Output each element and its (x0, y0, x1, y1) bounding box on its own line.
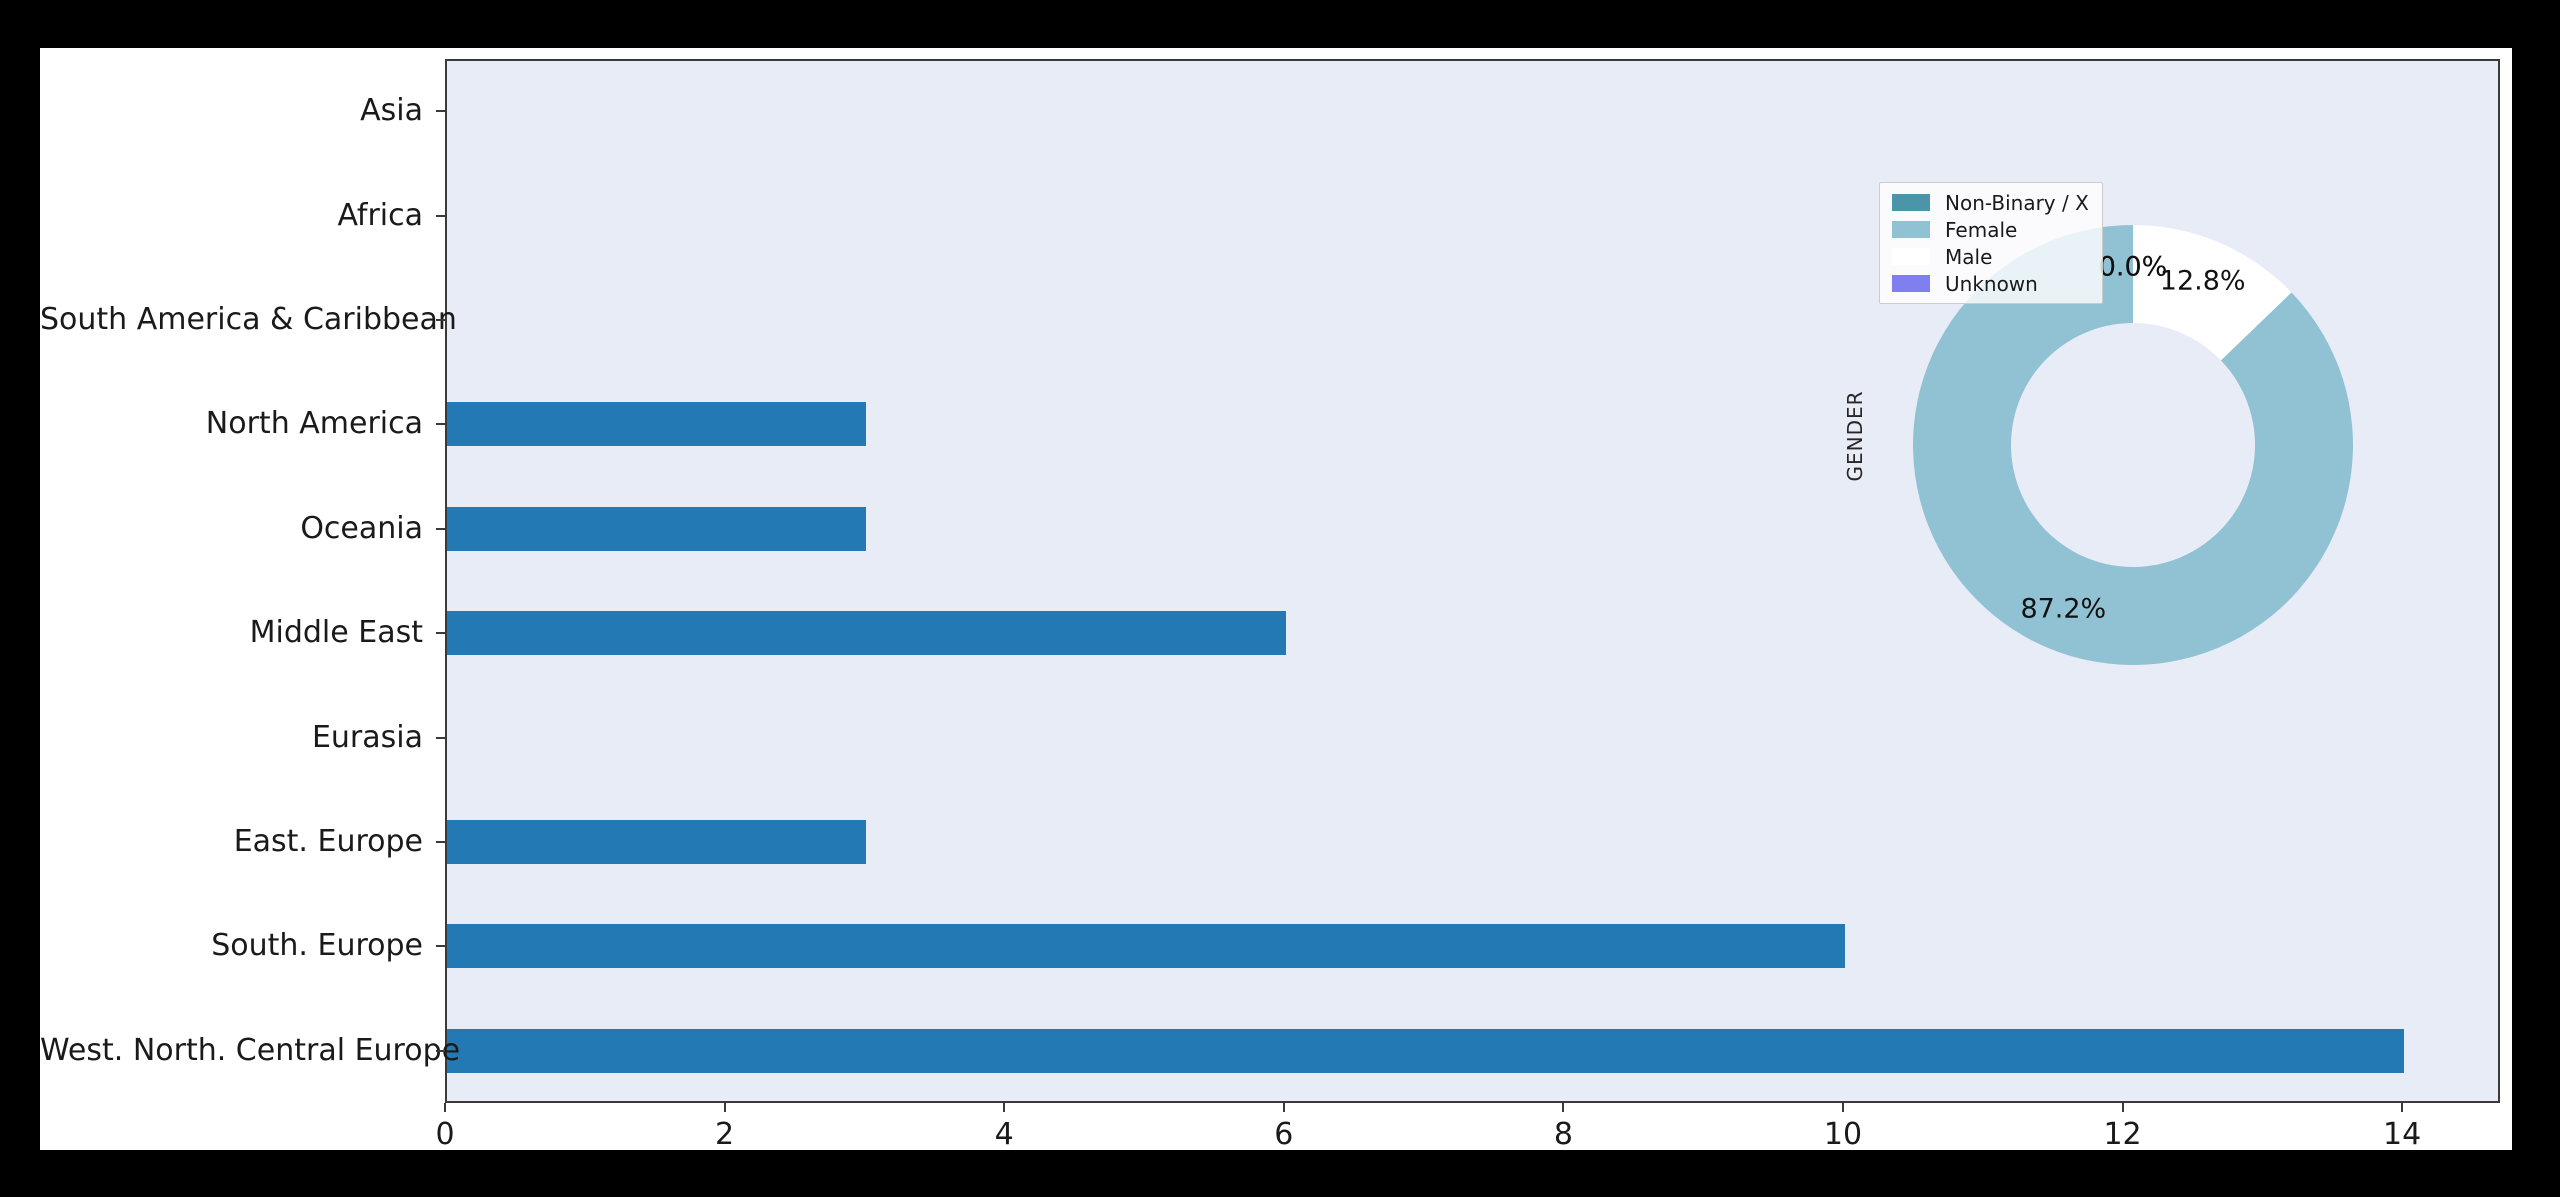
legend-label-non-binary-x: Non-Binary / X (1945, 190, 2089, 215)
x-tick-label-4: 4 (994, 1117, 1014, 1152)
legend-item-female: Female (1892, 217, 2090, 242)
y-tick-label-oceania: Oceania (300, 510, 423, 546)
legend-label-unknown: Unknown (1945, 271, 2038, 296)
bar-north-america (447, 402, 867, 447)
x-tick-label-10: 10 (1823, 1117, 1863, 1152)
y-tick-label-east-europe: East. Europe (233, 824, 423, 859)
legend-item-male: Male (1892, 244, 2090, 269)
y-tick-mark (436, 214, 445, 217)
legend-swatch-non-binary-x (1892, 194, 1930, 211)
x-tick-mark (2121, 1103, 2124, 1112)
x-tick-label-2: 2 (715, 1117, 735, 1152)
x-tick-mark (1282, 1103, 1285, 1112)
x-tick-label-12: 12 (2103, 1117, 2142, 1152)
y-tick-label-africa: Africa (337, 197, 423, 233)
legend-label-male: Male (1945, 244, 1993, 269)
x-tick-label-8: 8 (1553, 1117, 1573, 1152)
y-tick-mark (436, 632, 445, 635)
y-tick-mark (436, 945, 445, 948)
x-tick-mark (1841, 1103, 1844, 1112)
x-tick-mark (1562, 1103, 1565, 1112)
y-tick-mark (436, 1049, 445, 1052)
y-tick-mark (436, 319, 445, 321)
legend-swatch-male (1892, 248, 1930, 265)
x-tick-label-0: 0 (435, 1117, 455, 1152)
donut-chart: 0.0%87.2%12.8%0.0% (1913, 225, 2353, 665)
bar-west-north-central-europe (447, 1028, 2405, 1073)
y-tick-label-eurasia: Eurasia (311, 719, 423, 755)
donut-pct-label-female: 87.2% (2020, 593, 2106, 624)
y-tick-label-middle-east: Middle East (249, 615, 423, 651)
y-tick-label-south-europe: South. Europe (211, 928, 423, 964)
legend-swatch-unknown (1892, 275, 1930, 292)
x-tick-mark (2401, 1103, 2404, 1112)
donut-slice-female (1913, 225, 2353, 665)
y-tick-mark (436, 423, 445, 426)
y-tick-label-west-north-central-europe: West. North. Central Europe (40, 1032, 461, 1068)
legend-label-female: Female (1945, 217, 2018, 242)
y-tick-mark (436, 736, 445, 739)
bar-south-europe (447, 924, 1845, 969)
figure: Asia Africa South America & Caribbean North… (40, 48, 2512, 1152)
legend-item-unknown: Unknown (1892, 271, 2090, 296)
y-tick-label-asia: Asia (360, 93, 423, 129)
x-tick-mark (1003, 1103, 1006, 1112)
x-tick-label-6: 6 (1274, 1117, 1294, 1152)
x-tick-mark (723, 1103, 726, 1112)
donut-legend: Non-Binary / X Female Male Unknown (1879, 182, 2103, 304)
donut-slice-male (2133, 225, 2292, 361)
bar-east-europe (447, 820, 867, 864)
y-tick-label-north-america: North America (205, 406, 423, 442)
bar-oceania (447, 506, 867, 551)
y-tick-mark (436, 527, 445, 530)
x-tick-mark (444, 1103, 446, 1112)
y-tick-mark (436, 841, 445, 843)
y-tick-label-south-america-caribbean: South America & Caribbean (40, 302, 457, 337)
legend-item-non-binary-x: Non-Binary / X (1892, 190, 2090, 215)
gender-axis-label: GENDER (1843, 390, 1867, 482)
bar-middle-east (447, 611, 1286, 656)
x-tick-label-14: 14 (2383, 1117, 2422, 1152)
legend-swatch-female (1892, 221, 1930, 238)
donut-pct-label-non-binary-x: 0.0% (2099, 252, 2168, 283)
donut-pct-label-unknown: 0.0% (2099, 252, 2168, 283)
donut-pct-label-male: 12.8% (2160, 266, 2246, 297)
y-tick-mark (436, 110, 445, 113)
